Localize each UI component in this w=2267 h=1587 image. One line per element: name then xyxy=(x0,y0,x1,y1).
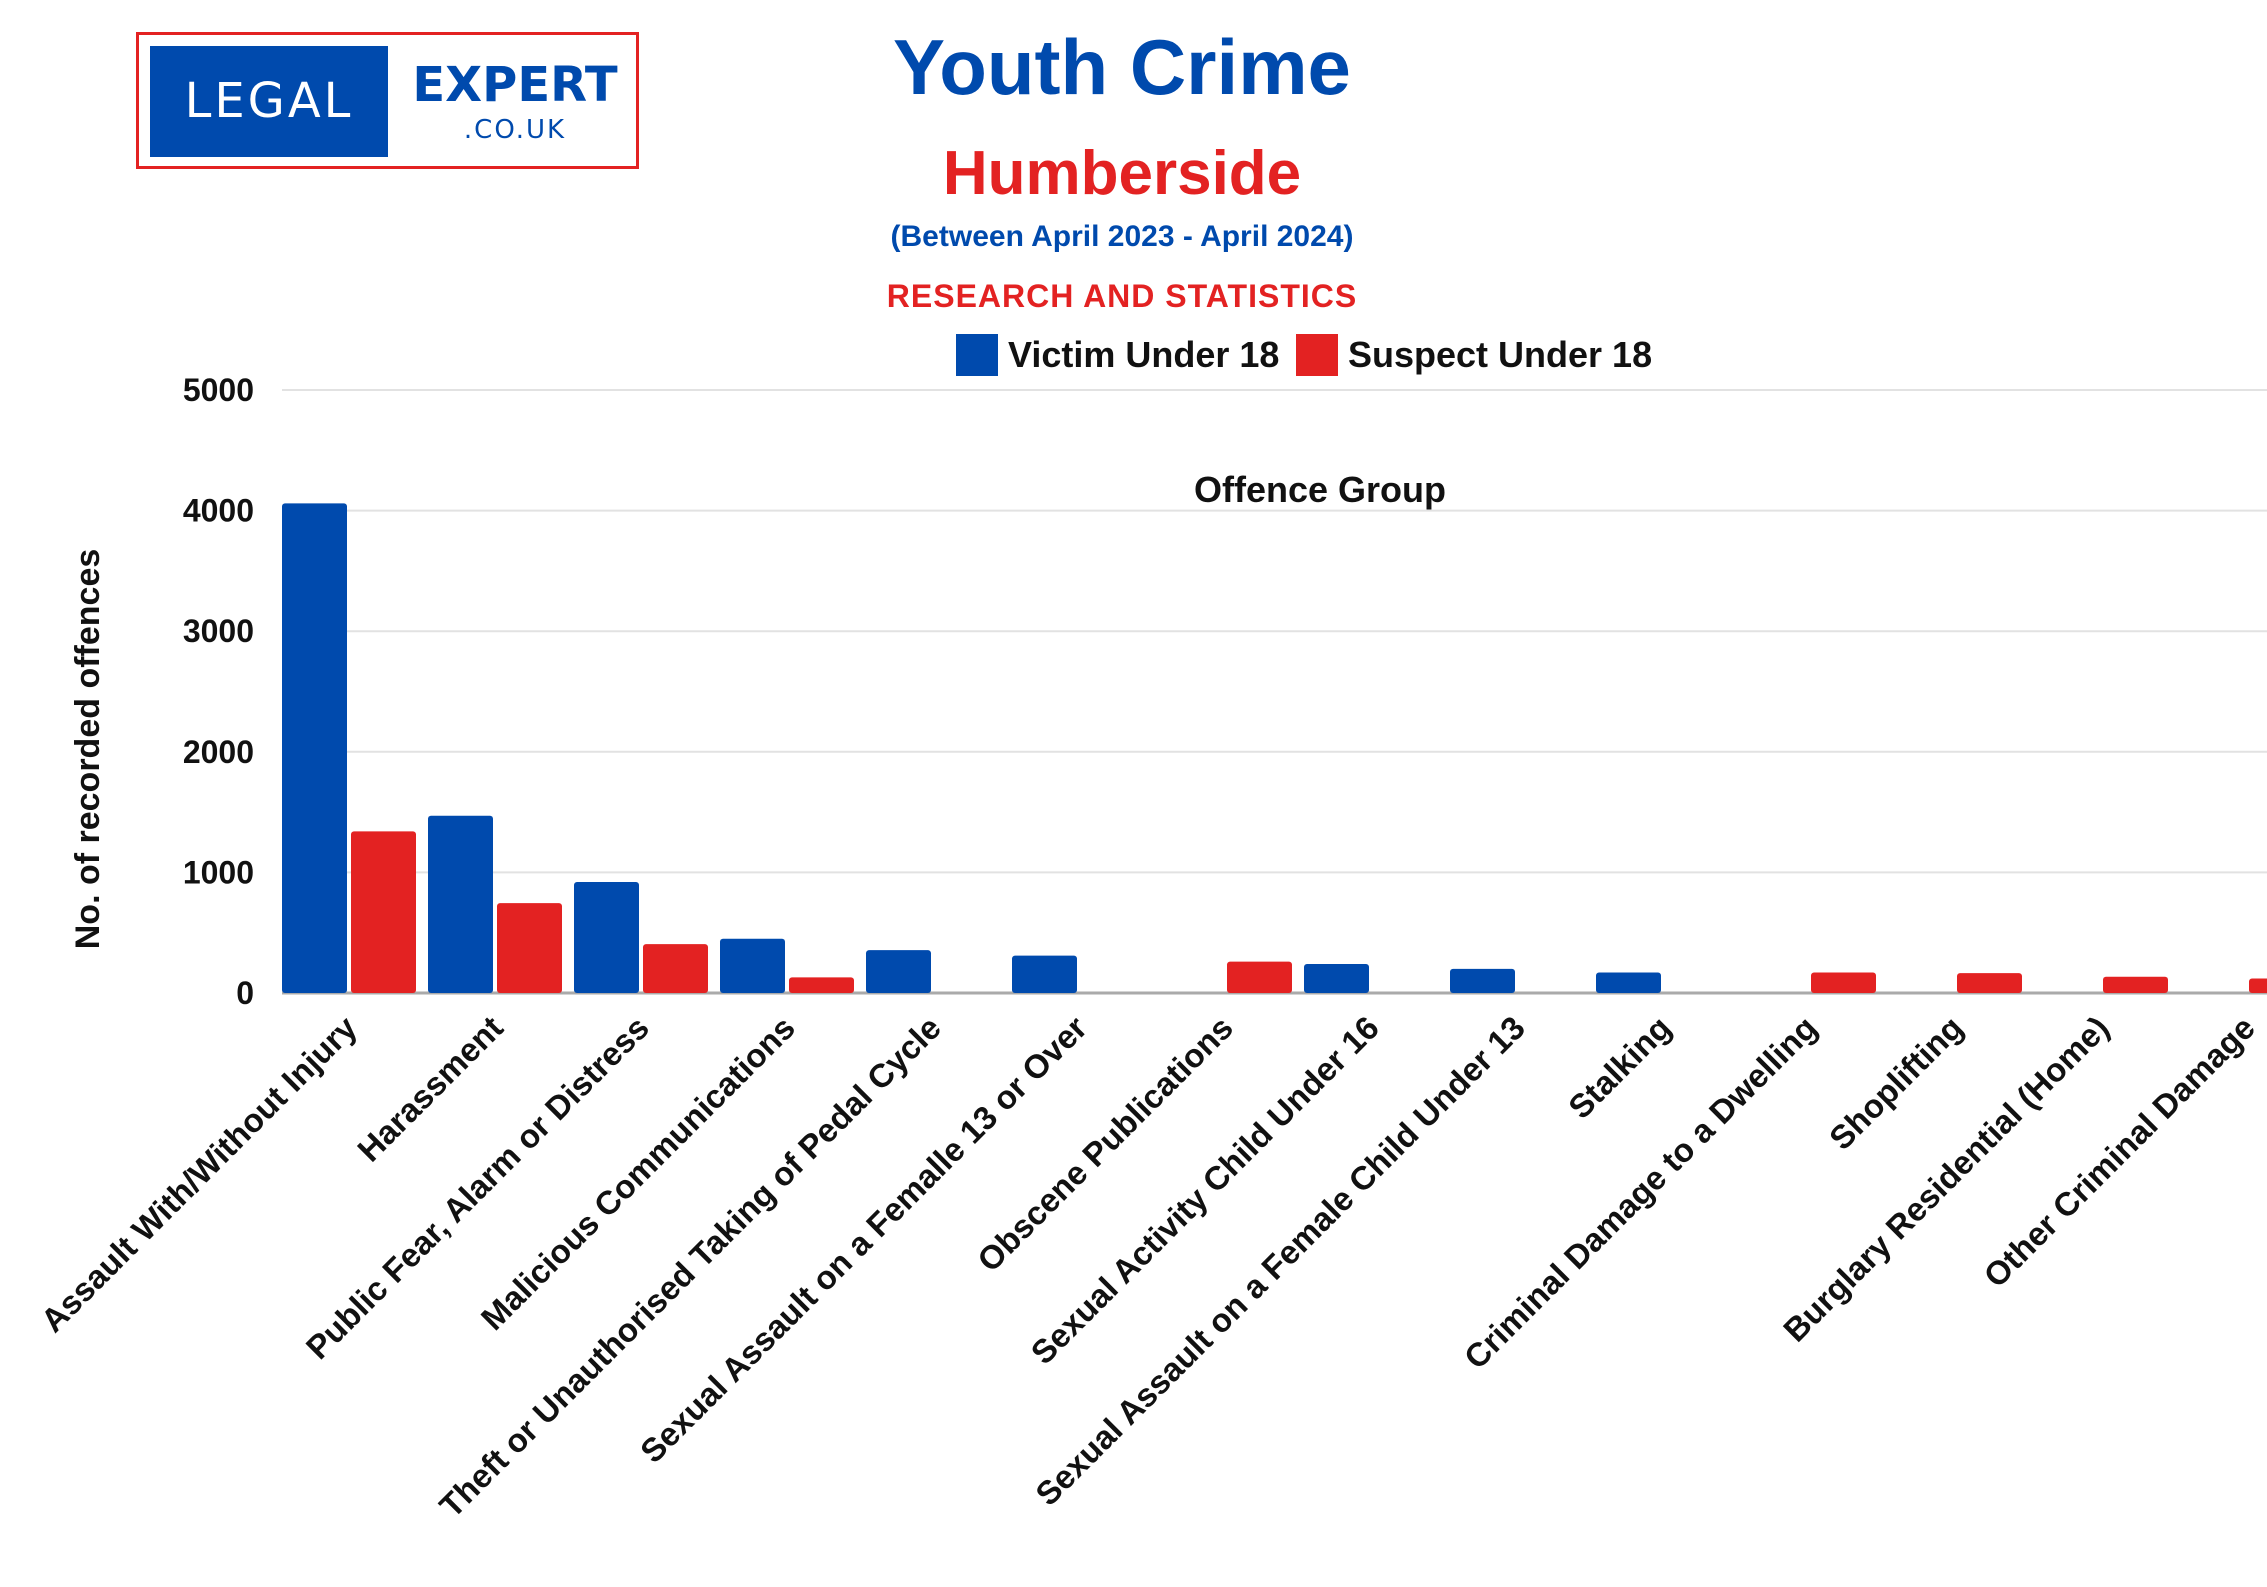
bar-victim xyxy=(1304,964,1369,993)
legend-label: Suspect Under 18 xyxy=(1348,334,1652,375)
y-axis-label: No. of recorded offences xyxy=(69,549,107,950)
y-tick-label: 2000 xyxy=(183,734,254,770)
research-tagline: RESEARCH AND STATISTICS xyxy=(886,278,1358,314)
x-tick-label: Sexual Assault on a Female Child Under 1… xyxy=(1028,1009,1532,1513)
region-title: Humberside xyxy=(942,139,1302,208)
y-tick-label: 5000 xyxy=(183,372,254,408)
bar-victim xyxy=(282,503,347,993)
bar-victim xyxy=(428,815,493,993)
period-subtitle: (Between April 2023 - April 2024) xyxy=(890,220,1354,253)
bar-suspect xyxy=(1811,972,1876,993)
chart-title: Offence Group xyxy=(1194,469,1446,510)
bar-suspect xyxy=(1957,973,2022,993)
x-tick-label: Malicious Communications xyxy=(474,1009,802,1337)
bar-suspect xyxy=(2103,976,2168,993)
bar-victim xyxy=(866,950,931,993)
x-tick-label: Harassment xyxy=(350,1009,510,1169)
logo-legal: LEGAL xyxy=(150,46,388,157)
bar-victim xyxy=(1450,968,1515,993)
x-tick-label: Other Criminal Damage xyxy=(1976,1009,2262,1295)
y-tick-label: 3000 xyxy=(183,613,254,649)
page-title: Youth Crime xyxy=(893,23,1351,111)
bar-victim xyxy=(720,938,785,993)
bar-suspect xyxy=(1227,961,1292,993)
bar-suspect xyxy=(2249,978,2267,993)
x-tick-label: Assault With/Without Injury xyxy=(34,1008,365,1339)
x-tick-label: Stalking xyxy=(1561,1009,1678,1126)
bar-victim xyxy=(1596,972,1661,993)
logo-domain: .CO.UK xyxy=(463,115,567,145)
legend-swatch-victim xyxy=(956,334,998,376)
bar-victim xyxy=(1012,955,1077,993)
y-tick-label: 1000 xyxy=(183,854,254,890)
x-tick-label: Obscene Publications xyxy=(970,1009,1240,1279)
bar-suspect xyxy=(643,944,708,993)
logo-expert: EXPERT xyxy=(412,57,618,113)
x-tick-label: Theft or Unauthorised Taking of Pedal Cy… xyxy=(432,1009,948,1525)
x-tick-label: Shoplifting xyxy=(1822,1009,1970,1157)
bar-suspect xyxy=(497,903,562,993)
legend-label: Victim Under 18 xyxy=(1008,334,1279,375)
y-tick-label: 4000 xyxy=(183,493,254,529)
legal-expert-logo: LEGAL EXPERT .CO.UK xyxy=(136,32,639,169)
bar-suspect xyxy=(789,977,854,993)
y-tick-label: 0 xyxy=(236,975,254,1011)
bar-victim xyxy=(574,882,639,993)
bar-suspect xyxy=(351,831,416,993)
legend-swatch-suspect xyxy=(1296,334,1338,376)
